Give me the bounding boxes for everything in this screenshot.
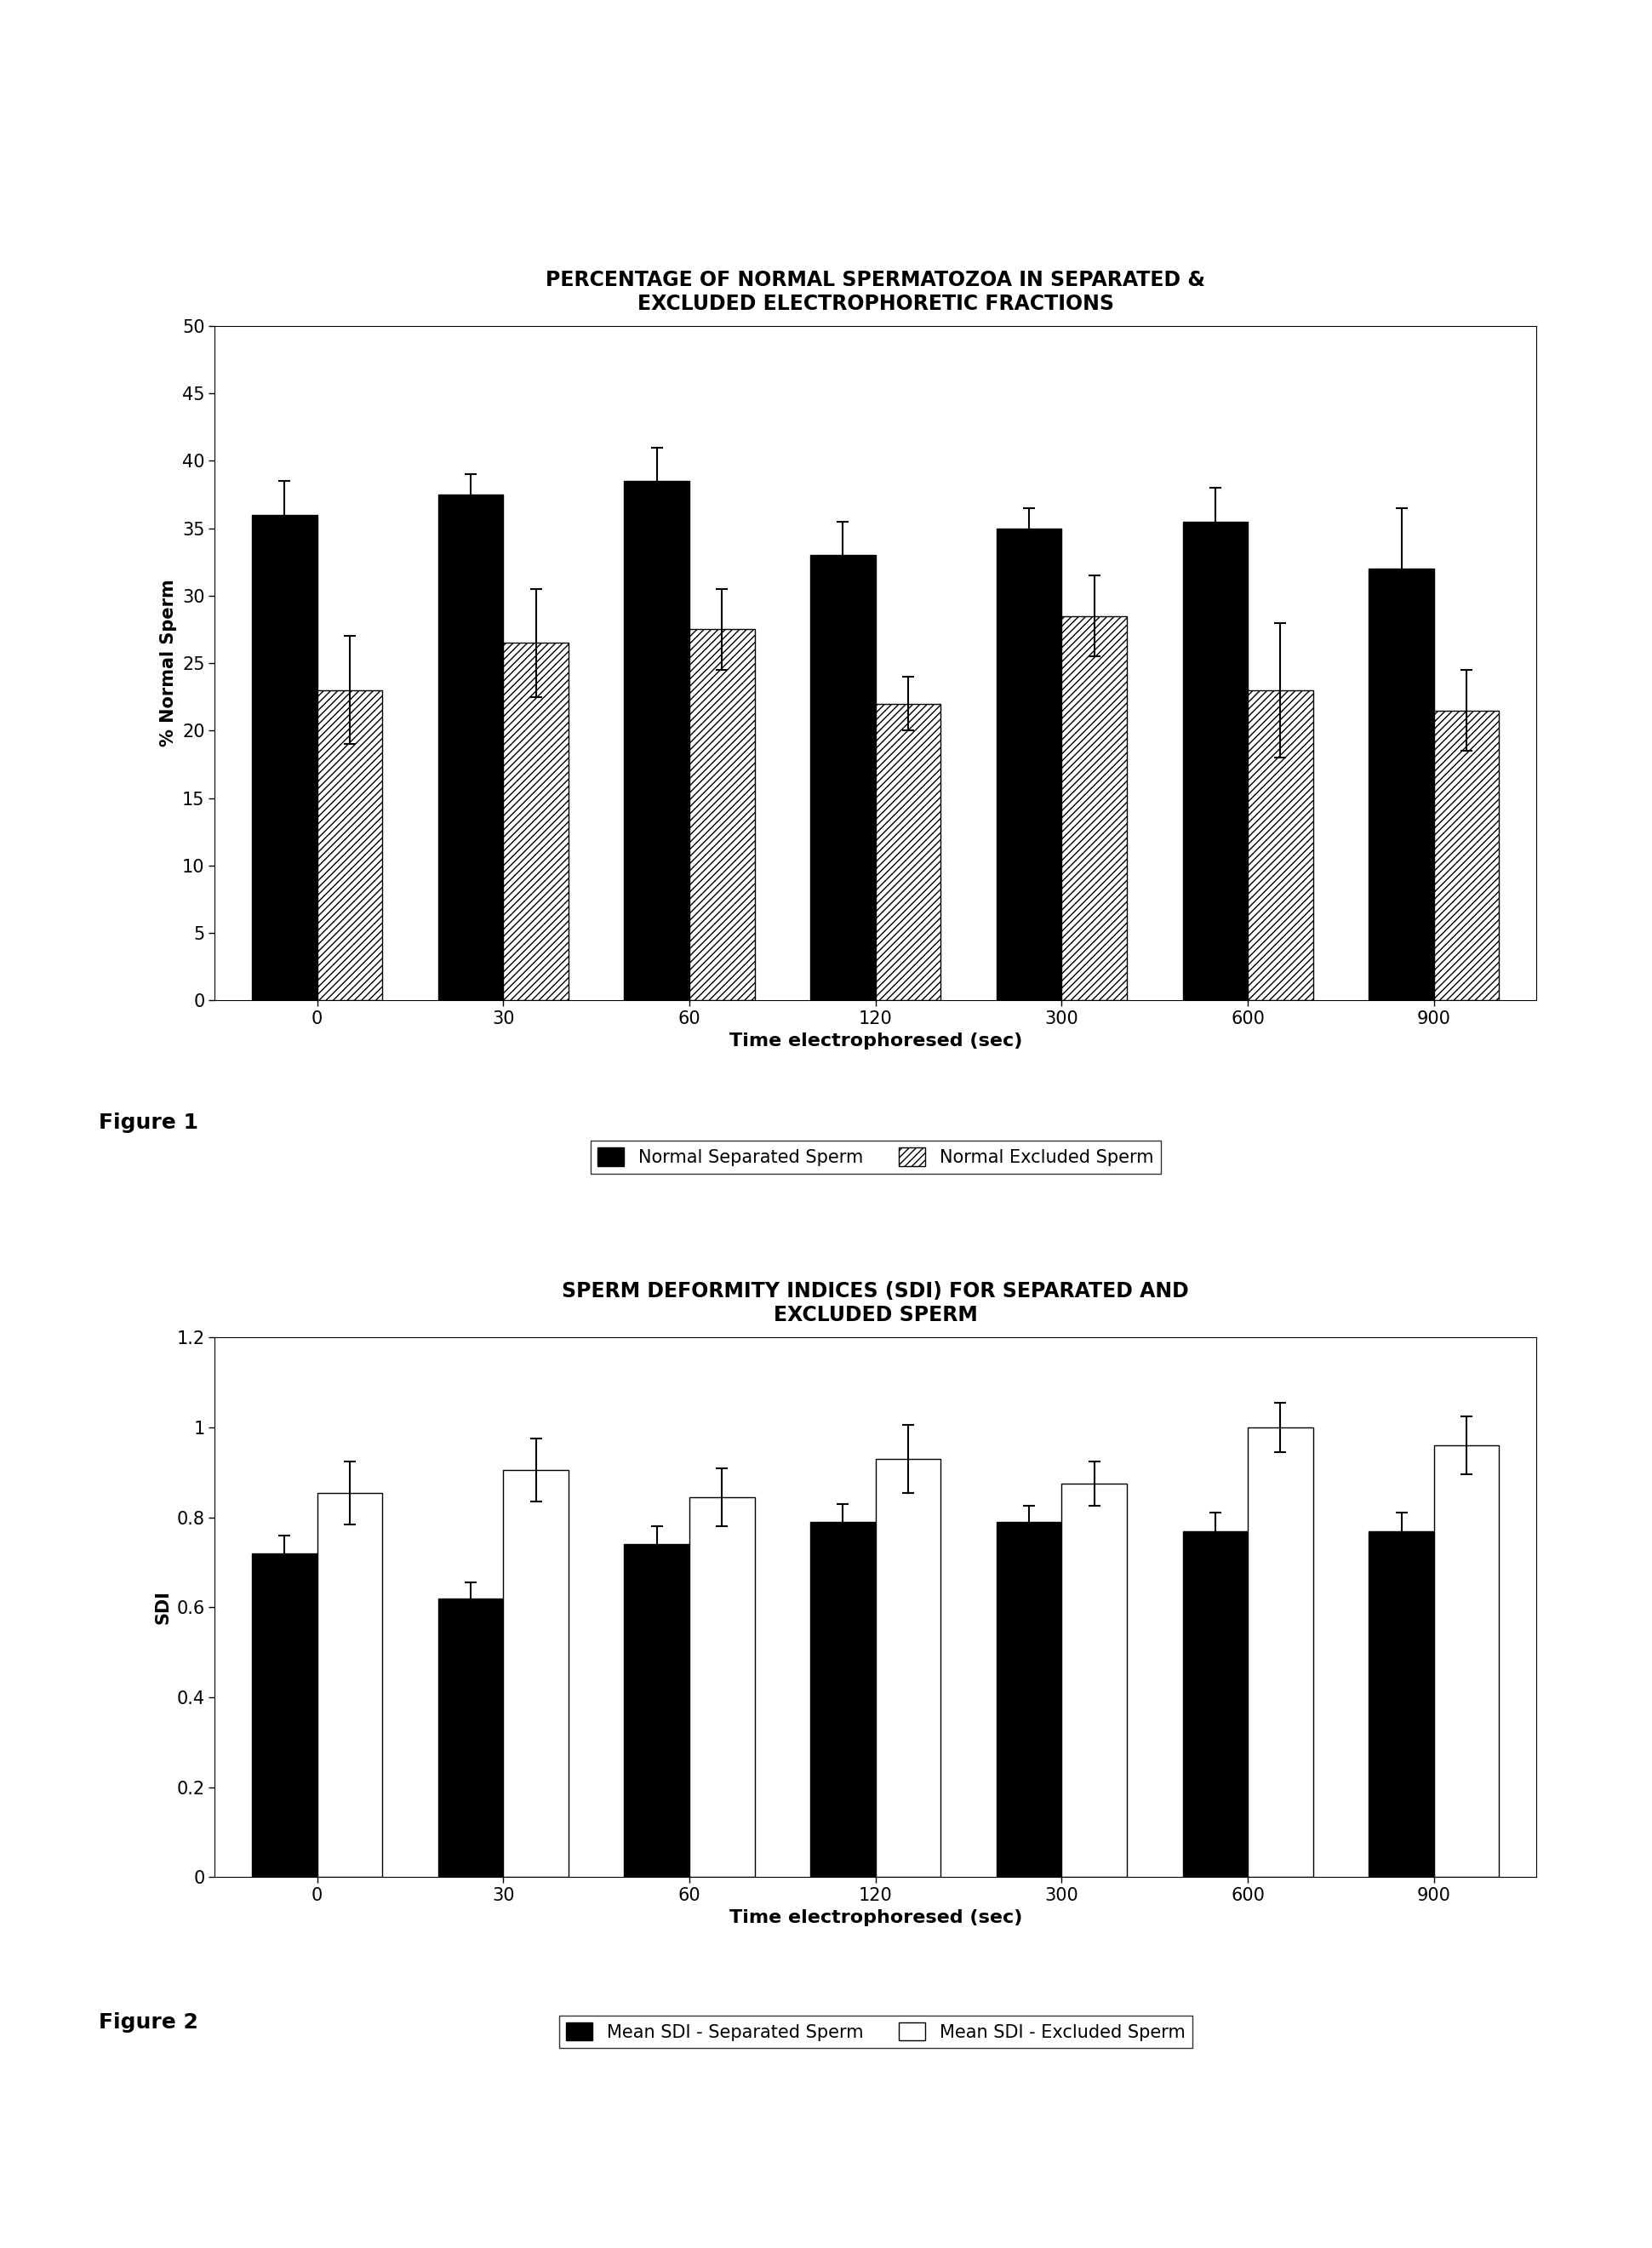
Bar [438,495,504,1000]
Bar [1370,569,1434,1000]
Bar [876,704,940,1000]
Bar [1370,1531,1434,1877]
Title: PERCENTAGE OF NORMAL SPERMATOZOA IN SEPARATED &
EXCLUDED ELECTROPHORETIC FRACTIO: PERCENTAGE OF NORMAL SPERMATOZOA IN SEPA… [545,270,1206,315]
Bar [438,1598,504,1877]
Bar [624,481,689,1000]
Text: Figure 1: Figure 1 [99,1113,198,1133]
Bar [1062,616,1127,1000]
Bar [1434,1445,1498,1877]
Bar [253,1553,317,1877]
X-axis label: Time electrophoresed (sec): Time electrophoresed (sec) [729,1032,1023,1050]
Bar [1062,1484,1127,1877]
Bar [1247,1427,1313,1877]
Bar [996,528,1062,1000]
Bar [1247,690,1313,1000]
Bar [996,1522,1062,1877]
Bar [689,1497,755,1877]
Bar [811,1522,876,1877]
Y-axis label: % Normal Sperm: % Normal Sperm [160,580,177,746]
Title: SPERM DEFORMITY INDICES (SDI) FOR SEPARATED AND
EXCLUDED SPERM: SPERM DEFORMITY INDICES (SDI) FOR SEPARA… [562,1281,1189,1326]
Bar [876,1459,940,1877]
Bar [1183,1531,1247,1877]
Bar [317,690,382,1000]
Bar [504,1470,568,1877]
Bar [1434,710,1498,1000]
Bar [811,555,876,1000]
X-axis label: Time electrophoresed (sec): Time electrophoresed (sec) [729,1909,1023,1927]
Legend: Mean SDI - Separated Sperm, Mean SDI - Excluded Sperm: Mean SDI - Separated Sperm, Mean SDI - E… [558,2016,1193,2048]
Y-axis label: SDI: SDI [155,1589,172,1625]
Legend: Normal Separated Sperm, Normal Excluded Sperm: Normal Separated Sperm, Normal Excluded … [590,1140,1161,1173]
Bar [689,629,755,1000]
Bar [253,515,317,1000]
Text: Figure 2: Figure 2 [99,2012,198,2032]
Bar [317,1493,382,1877]
Bar [624,1544,689,1877]
Bar [1183,522,1247,1000]
Bar [504,643,568,1000]
